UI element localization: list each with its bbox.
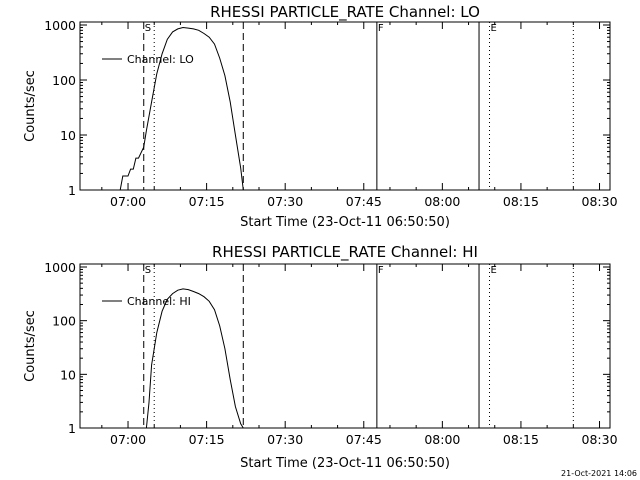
series-line <box>145 288 244 429</box>
chart-panel-2: RHESSI PARTICLE_RATE Channel: HI 07:00 07:… <box>23 243 618 471</box>
x-tick-label: 08:00 <box>424 194 460 209</box>
event-marker-label: F <box>378 23 384 34</box>
y-tick-label: 1000 <box>44 18 76 33</box>
y-tick-label: 100 <box>52 314 76 329</box>
event-marker-label: E <box>491 23 497 34</box>
y-tick-label: 1 <box>68 183 76 198</box>
x-tick-label: 07:15 <box>189 432 225 447</box>
y-tick-label: 10 <box>60 367 76 382</box>
x-tick-label: 07:15 <box>189 194 225 209</box>
x-axis-label: Start Time (23-Oct-11 06:50:50) <box>240 456 450 471</box>
x-tick-label: 08:30 <box>582 194 618 209</box>
x-tick-label: 08:15 <box>503 432 539 447</box>
event-marker-label: F <box>378 265 384 276</box>
legend-label: Channel: LO <box>127 53 194 66</box>
y-tick-label: 100 <box>52 73 76 88</box>
x-tick-label: 07:00 <box>110 194 146 209</box>
chart-panel-1: RHESSI PARTICLE_RATE Channel: LO 07:00 07:… <box>23 3 618 230</box>
footer-timestamp: 21-Oct-2021 14:06 <box>561 469 637 478</box>
x-tick-label: 07:45 <box>346 194 382 209</box>
chart-title: RHESSI PARTICLE_RATE Channel: HI <box>212 243 478 262</box>
plot-frame <box>79 263 611 429</box>
y-axis-label: Counts/sec <box>23 310 38 382</box>
chart-title: RHESSI PARTICLE_RATE Channel: LO <box>210 3 480 22</box>
y-axis-label: Counts/sec <box>23 70 38 142</box>
x-tick-label: 07:45 <box>346 432 382 447</box>
event-marker-label: S <box>145 265 151 276</box>
event-marker-label: E <box>491 265 497 276</box>
x-axis-label: Start Time (23-Oct-11 06:50:50) <box>240 215 450 230</box>
x-tick-label: 08:15 <box>503 194 539 209</box>
x-tick-label: 08:00 <box>424 432 460 447</box>
y-tick-label: 10 <box>60 128 76 143</box>
y-tick-label: 1 <box>68 421 76 436</box>
x-tick-label: 08:30 <box>582 432 618 447</box>
series-line <box>119 26 244 191</box>
x-tick-label: 07:30 <box>267 432 303 447</box>
plot-frame <box>79 21 611 191</box>
event-marker-label: S <box>145 23 151 34</box>
y-tick-label: 1000 <box>44 260 76 275</box>
legend-label: Channel: HI <box>127 295 191 308</box>
x-tick-label: 07:00 <box>110 432 146 447</box>
x-tick-label: 07:30 <box>267 194 303 209</box>
